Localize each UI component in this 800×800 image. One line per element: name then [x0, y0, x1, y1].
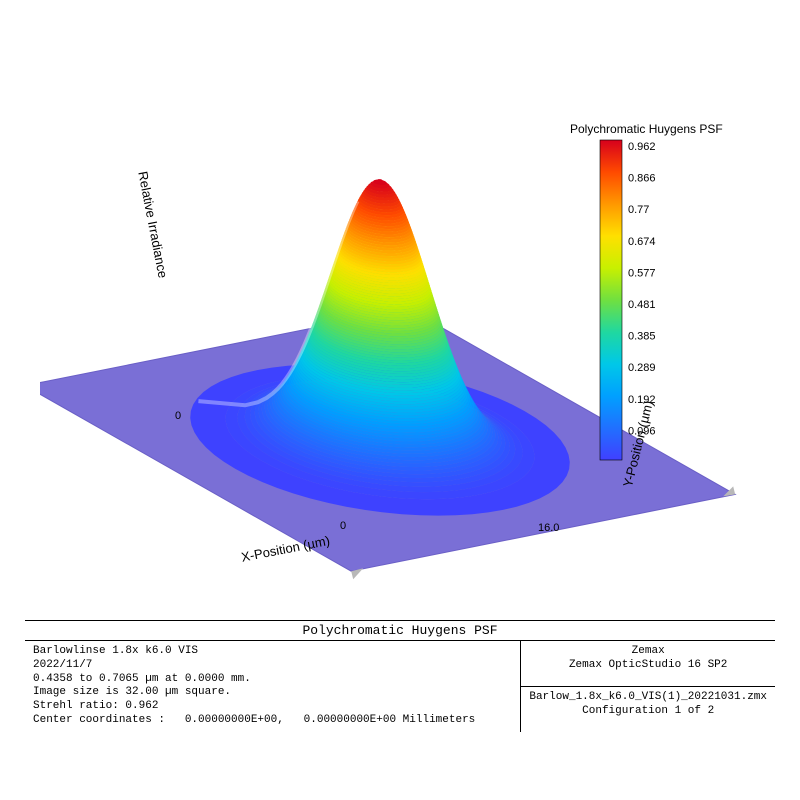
info-right-cell: Zemax Zemax OpticStudio 16 SP2 Barlow_1.…: [521, 641, 775, 732]
info-right-top: Zemax Zemax OpticStudio 16 SP2: [521, 641, 775, 686]
x-axis-tick-16: 16.0: [538, 522, 559, 534]
svg-text:0.385: 0.385: [628, 331, 656, 343]
svg-text:0.77: 0.77: [628, 204, 649, 216]
info-row: Barlowlinse 1.8x k6.0 VIS 2022/11/7 0.43…: [25, 640, 775, 732]
colorbar-title: Polychromatic Huygens PSF: [570, 122, 723, 136]
svg-text:0.289: 0.289: [628, 362, 656, 374]
info-right-bottom: Barlow_1.8x_k6.0_VIS(1)_20221031.zmx Con…: [521, 686, 775, 732]
svg-text:0.577: 0.577: [628, 267, 656, 279]
x-axis-tick-0: 0: [340, 520, 346, 532]
z-axis-tick-0: 0: [175, 410, 181, 422]
info-left-cell: Barlowlinse 1.8x k6.0 VIS 2022/11/7 0.43…: [25, 641, 521, 732]
info-title: Polychromatic Huygens PSF: [25, 620, 775, 640]
info-panel: Polychromatic Huygens PSF Barlowlinse 1.…: [25, 620, 775, 732]
svg-text:0.962: 0.962: [628, 141, 656, 153]
svg-text:0.674: 0.674: [628, 236, 656, 248]
psf-plot: 0.962 0.866 0.77 0.674 0.577 0.481 0.385 0.289 0…: [40, 40, 760, 600]
svg-text:0.481: 0.481: [628, 299, 656, 311]
svg-text:0.866: 0.866: [628, 173, 656, 185]
app-root: 0.962 0.866 0.77 0.674 0.577 0.481 0.385 0.289 0…: [0, 0, 800, 800]
